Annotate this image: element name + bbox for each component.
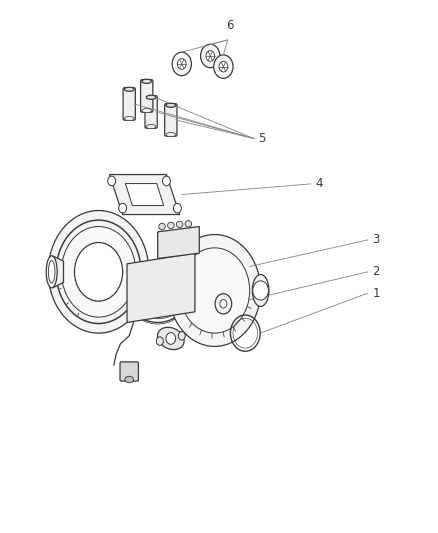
Text: 6: 6 <box>226 19 234 32</box>
Ellipse shape <box>146 95 156 99</box>
Circle shape <box>180 248 250 333</box>
Ellipse shape <box>46 256 57 288</box>
Circle shape <box>220 300 227 308</box>
Ellipse shape <box>124 117 134 120</box>
Ellipse shape <box>48 261 55 283</box>
Ellipse shape <box>176 221 183 228</box>
Circle shape <box>119 203 127 213</box>
Circle shape <box>253 281 268 300</box>
FancyBboxPatch shape <box>123 87 135 120</box>
Text: 3: 3 <box>372 233 380 246</box>
Text: 1: 1 <box>372 287 380 300</box>
Ellipse shape <box>166 133 176 136</box>
Polygon shape <box>110 175 180 214</box>
Polygon shape <box>125 183 164 206</box>
Ellipse shape <box>158 327 184 350</box>
Ellipse shape <box>142 109 152 112</box>
Polygon shape <box>158 227 199 259</box>
Circle shape <box>156 337 163 345</box>
Circle shape <box>214 55 233 78</box>
FancyBboxPatch shape <box>120 362 138 381</box>
Circle shape <box>162 176 170 186</box>
Circle shape <box>177 59 186 69</box>
Ellipse shape <box>124 87 134 91</box>
Circle shape <box>74 243 123 301</box>
Text: 2: 2 <box>372 265 380 278</box>
Circle shape <box>215 294 232 314</box>
Ellipse shape <box>166 103 176 107</box>
Text: 5: 5 <box>258 132 266 145</box>
Circle shape <box>178 332 185 340</box>
FancyBboxPatch shape <box>141 79 153 112</box>
Circle shape <box>206 51 215 61</box>
Circle shape <box>219 61 228 72</box>
Circle shape <box>201 44 220 68</box>
Ellipse shape <box>142 79 152 83</box>
Circle shape <box>169 235 261 346</box>
Circle shape <box>166 333 176 344</box>
Circle shape <box>48 211 149 333</box>
Circle shape <box>173 203 181 213</box>
Polygon shape <box>53 256 64 288</box>
Ellipse shape <box>167 222 174 229</box>
Ellipse shape <box>185 221 192 227</box>
Circle shape <box>61 227 136 317</box>
Ellipse shape <box>125 376 134 383</box>
Circle shape <box>108 176 116 186</box>
Ellipse shape <box>159 223 166 230</box>
FancyBboxPatch shape <box>165 103 177 136</box>
Circle shape <box>172 52 191 76</box>
Polygon shape <box>127 253 195 322</box>
FancyBboxPatch shape <box>145 96 157 128</box>
Text: 4: 4 <box>315 177 323 190</box>
Ellipse shape <box>252 274 269 306</box>
Ellipse shape <box>146 125 156 128</box>
